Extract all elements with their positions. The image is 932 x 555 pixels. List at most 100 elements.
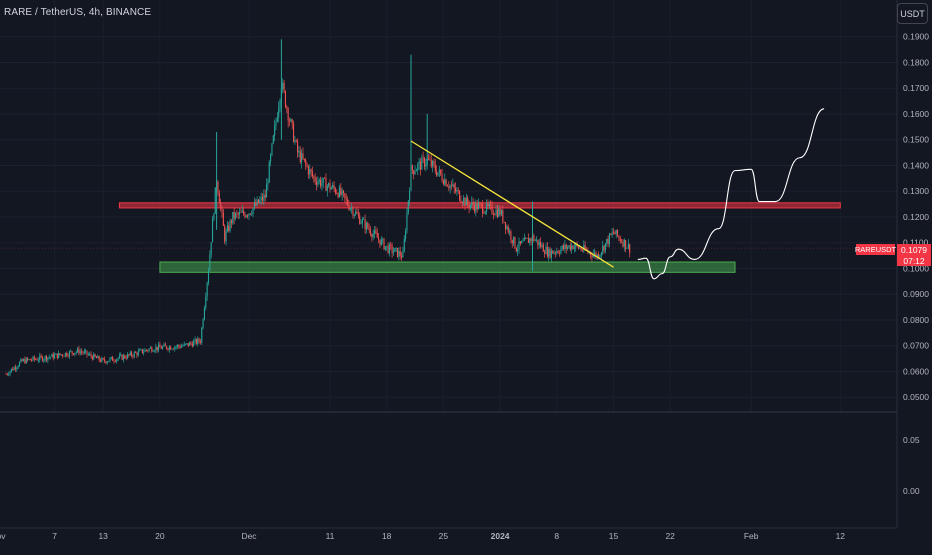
candle-body [99,360,102,362]
candle-body [126,354,129,359]
candle-body [311,171,313,177]
candle-body [159,344,161,348]
candle-body [372,233,374,238]
candle-body [102,358,104,360]
candle-body [411,165,413,171]
candle-body [542,244,544,252]
currency-button[interactable]: USDT [897,3,928,24]
candle-body [550,250,552,258]
candle-body [310,169,312,172]
candle-body [488,204,490,207]
candle-body [414,171,416,174]
candle-body [507,226,509,233]
candle-body [344,193,346,198]
candle-body [309,169,311,175]
candle-body [222,212,224,226]
candle-body [137,350,139,356]
candle-body [396,248,399,257]
candle-body [190,342,192,344]
candle-body [502,210,504,222]
candle-body [461,202,463,203]
candle-body [457,190,459,191]
candle-body [392,251,394,253]
candle-body [627,244,629,248]
candle-body [446,186,448,187]
candle-body [560,249,562,254]
candle-body [415,169,417,172]
candle-body [515,248,517,252]
candle-body [471,201,473,205]
candle-body [268,161,270,183]
candle-body [345,197,347,200]
candle-body [490,204,492,205]
candle-body [540,242,542,247]
candle-body [607,238,609,245]
candle-body [162,346,164,349]
candle-body [87,354,89,356]
candle-body [482,204,484,214]
candle-body [282,82,284,90]
candle-body [409,190,411,201]
candle-body [553,252,555,254]
candle-body [615,229,617,235]
candle-body [399,251,401,256]
candle-body [509,231,511,233]
candle-body [376,233,378,238]
candle-body [525,237,527,239]
x-tick-label: 7 [52,531,57,541]
candle-body [369,230,372,235]
candle-body [147,350,149,351]
candle-body [513,237,515,244]
candle-body [71,351,73,354]
candle-body [13,367,15,371]
candle-body [608,233,610,245]
candle-body [176,345,178,347]
candle-body [274,125,276,136]
candle-body [561,245,563,250]
candle-body [217,181,219,193]
candle-body [604,243,606,251]
candle-body [218,192,220,203]
candle-body [487,203,489,207]
candle-body [417,164,419,170]
candle-body [230,220,232,224]
candle-body [287,108,289,121]
candle-body [495,209,497,215]
candle-body [24,359,26,364]
candle-body [294,140,296,142]
candle-body [479,203,481,205]
candle-body [580,247,582,250]
candle-body [175,346,177,348]
candle-body [340,187,342,195]
x-tick-label: 18 [382,531,392,541]
candle-body [40,355,42,357]
candle-body [313,176,315,178]
candle-body [413,170,415,174]
candle-body [245,215,247,218]
candle-body [403,238,405,252]
candle-body [237,213,239,215]
candle-body [423,158,426,167]
candle-body [378,237,380,240]
candle-body [437,172,439,176]
candle-body [517,249,519,252]
candle-body [314,177,316,182]
candle-body [348,204,350,210]
candle-body [148,348,150,351]
candle-body [36,359,38,361]
candle-body [384,246,386,250]
candle-body [225,231,227,242]
candle-body [77,348,79,352]
candle-body [469,204,471,208]
candle-body [116,359,118,362]
candle-body [194,339,196,342]
candle-body [463,197,465,203]
candle-body [549,248,551,258]
candle-body [179,346,181,348]
candle-body [621,241,623,243]
candle-body [249,213,251,215]
candle-body [68,351,70,357]
candle-body [330,187,332,190]
